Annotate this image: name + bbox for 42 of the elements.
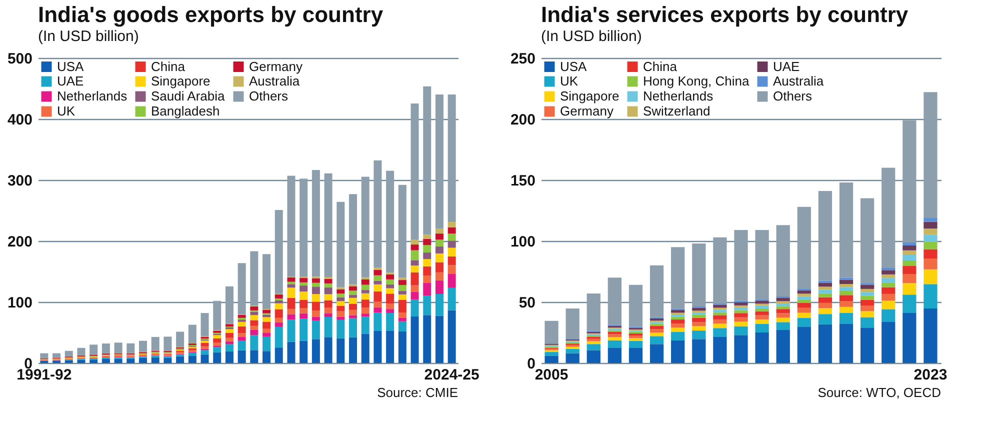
y-tick-label: 150: [510, 172, 536, 190]
y-tick-label: 400: [7, 112, 32, 128]
chart-subtitle: (In USD billion): [541, 28, 642, 45]
legend-label: Australia: [249, 74, 300, 88]
legend-label: Singapore: [560, 88, 620, 104]
y-tick-label: 300: [7, 172, 32, 190]
y-tick-label: 500: [7, 50, 32, 68]
legend-label: China: [151, 58, 186, 74]
legend-label: Germany: [560, 104, 614, 118]
legend-label: Switzerland: [643, 104, 710, 118]
legend-label: UAE: [57, 74, 84, 88]
y-tick-label: 200: [510, 112, 536, 128]
y-tick-label: 100: [510, 234, 536, 250]
legend-label: Australia: [773, 74, 824, 88]
legend-label: Hong Kong, China: [643, 74, 750, 88]
chart-subtitle: (In USD billion): [38, 28, 139, 45]
y-tick-label: 250: [510, 50, 536, 68]
y-tick-label: 100: [7, 294, 32, 312]
source-note: Source: WTO, OECD: [818, 385, 941, 400]
legend-label: USA: [57, 58, 84, 74]
legend-label: Germany: [249, 58, 303, 74]
legend-label: Netherlands: [643, 88, 714, 104]
legend-label: Netherlands: [57, 88, 128, 104]
y-tick-label: 200: [7, 234, 32, 250]
chart-title: India's goods exports by country: [38, 2, 384, 27]
legend-label: UAE: [773, 58, 800, 74]
source-note: Source: CMIE: [377, 385, 458, 400]
legend-label: USA: [560, 58, 588, 74]
legend-label: Singapore: [151, 74, 210, 88]
legend-label: Others: [249, 88, 289, 104]
y-tick-label: 50: [518, 294, 536, 312]
y-tick-label: 0: [527, 356, 536, 372]
x-tick-label: 2023: [914, 366, 948, 384]
legend-label: Saudi Arabia: [151, 88, 226, 104]
legend-label: Bangladesh: [151, 104, 220, 118]
legend-label: UK: [560, 74, 578, 88]
x-tick-label: 2005: [534, 366, 568, 384]
legend-label: UK: [57, 104, 76, 118]
legend-label: China: [643, 58, 678, 74]
x-tick-label: 2024-25: [424, 366, 480, 384]
chart-title: India's services exports by country: [541, 2, 909, 27]
legend-label: Others: [773, 88, 813, 104]
